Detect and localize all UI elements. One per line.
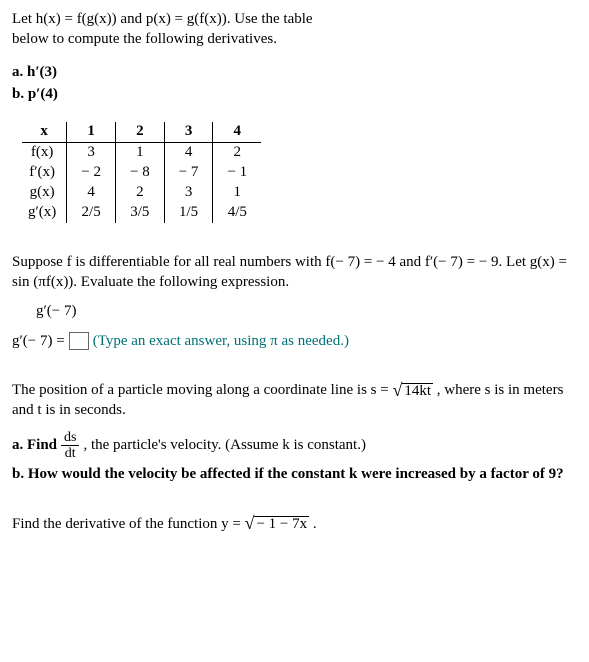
problem-2-target: g′(− 7) (36, 302, 577, 322)
part-a-after: , the particle's velocity. (Assume k is … (83, 436, 366, 456)
problem-2: Suppose f is differentiable for all real… (12, 253, 577, 351)
answer-label: g′(− 7) = (12, 332, 65, 352)
table-cell: 4 (164, 143, 213, 164)
table-cell: 4/5 (213, 203, 261, 223)
problem-1-part-b: b. p′(4) (12, 86, 58, 102)
table-cell: 4 (67, 183, 116, 203)
table-row: f′(x) − 2 − 8 − 7 − 1 (22, 163, 261, 183)
table-row: g(x) 4 2 3 1 (22, 183, 261, 203)
row-label: f′(x) (22, 163, 67, 183)
table-cell: 3/5 (116, 203, 165, 223)
table-cell: 3 (67, 143, 116, 164)
table-header: x (22, 122, 67, 143)
table-cell: 1 (116, 143, 165, 164)
problem-4: Find the derivative of the function y = … (12, 515, 577, 535)
problem-1-parts: a. h′(3) b. p′(4) (12, 63, 577, 104)
table-cell: − 7 (164, 163, 213, 183)
radical: √ − 1 − 7x (245, 516, 310, 532)
table-row: g′(x) 2/5 3/5 1/5 4/5 (22, 203, 261, 223)
problem-3-part-a: a. Find ds dt , the particle's velocity.… (12, 430, 577, 461)
table-header: 1 (67, 122, 116, 143)
problem-1-part-a: a. h′(3) (12, 64, 57, 80)
fraction-dsdt: ds dt (61, 430, 79, 461)
part-b-text: b. How would the velocity be affected if… (12, 466, 564, 482)
surd-icon: √ (245, 516, 255, 530)
problem-1-prompt: Let h(x) = f(g(x)) and p(x) = g(f(x)). U… (12, 10, 352, 49)
problem-3: The position of a particle moving along … (12, 381, 577, 485)
table-header: 2 (116, 122, 165, 143)
problem-1: Let h(x) = f(g(x)) and p(x) = g(f(x)). U… (12, 10, 577, 223)
table-cell: − 2 (67, 163, 116, 183)
problem-3-prompt: The position of a particle moving along … (12, 381, 577, 420)
table-cell: 2/5 (67, 203, 116, 223)
surd-icon: √ (392, 383, 402, 397)
problem-3-part-b: b. How would the velocity be affected if… (12, 465, 577, 485)
radicand: − 1 − 7x (254, 516, 309, 532)
answer-input[interactable] (69, 332, 89, 350)
row-label: f(x) (22, 143, 67, 164)
table-cell: 1/5 (164, 203, 213, 223)
table-cell: 2 (116, 183, 165, 203)
table-cell: − 1 (213, 163, 261, 183)
radicand: 14kt (402, 383, 433, 399)
answer-hint: (Type an exact answer, using π as needed… (93, 332, 349, 352)
problem-4-after: . (313, 516, 317, 532)
table-cell: 1 (213, 183, 261, 203)
table-header: 3 (164, 122, 213, 143)
table-cell: − 8 (116, 163, 165, 183)
table-cell: 3 (164, 183, 213, 203)
fraction-denominator: dt (61, 446, 79, 461)
table-row: f(x) 3 1 4 2 (22, 143, 261, 164)
row-label: g′(x) (22, 203, 67, 223)
table-header: 4 (213, 122, 261, 143)
problem-2-answer-line: g′(− 7) = (Type an exact answer, using π… (12, 332, 577, 352)
problem-2-prompt: Suppose f is differentiable for all real… (12, 253, 577, 292)
prompt-before: The position of a particle moving along … (12, 382, 392, 398)
fraction-numerator: ds (61, 430, 79, 446)
row-label: g(x) (22, 183, 67, 203)
problem-4-before: Find the derivative of the function y = (12, 516, 245, 532)
problem-1-table: x 1 2 3 4 f(x) 3 1 4 2 f′(x) − 2 − 8 − 7… (22, 122, 261, 223)
table-cell: 2 (213, 143, 261, 164)
radical: √ 14kt (392, 383, 433, 399)
part-a-before: a. Find (12, 437, 57, 453)
